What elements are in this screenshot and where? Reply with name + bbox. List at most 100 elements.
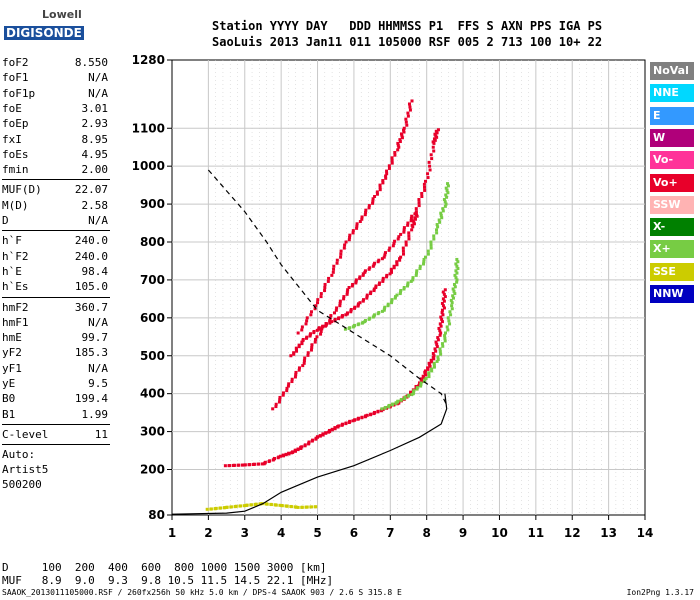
echo-point <box>389 267 393 271</box>
echo-point <box>353 418 357 422</box>
echo-point <box>260 462 264 466</box>
legend-item: SSW <box>650 195 694 214</box>
echo-point <box>426 172 430 176</box>
echo-point <box>414 210 418 214</box>
echo-point <box>294 373 298 377</box>
param-label: foF1 <box>2 71 29 85</box>
legend-item: W <box>650 128 694 147</box>
echo-point <box>228 464 232 468</box>
echo-point <box>399 232 403 236</box>
echo-point <box>337 424 341 428</box>
echo-point <box>402 230 406 234</box>
echo-point <box>411 278 415 282</box>
echo-point <box>383 405 387 409</box>
param-label: h`F <box>2 234 22 248</box>
echo-point <box>453 285 457 289</box>
echo-point <box>438 350 442 354</box>
y-tick-label: 1100 <box>132 121 165 135</box>
footer-info-line: SAAOK_2013011105000.RSF / 260fx256h 50 k… <box>2 588 402 597</box>
echo-point <box>452 289 456 293</box>
echo-point <box>390 298 394 302</box>
echo-point <box>382 308 386 312</box>
echo-point <box>427 371 431 375</box>
echo-point <box>404 243 408 247</box>
param-value: N/A <box>88 214 108 227</box>
param-value: N/A <box>88 361 108 375</box>
echo-point <box>338 301 342 305</box>
param-row: B1 1.99 <box>2 408 108 422</box>
param-row: hmF2 360.7 <box>2 301 108 315</box>
echo-point <box>413 212 417 216</box>
echo-point <box>433 138 437 142</box>
echo-point <box>436 338 440 342</box>
echo-point <box>274 405 278 409</box>
param-label: foF1p <box>2 86 36 100</box>
echo-point <box>451 296 455 300</box>
echo-point <box>357 322 361 326</box>
echo-point <box>396 237 400 241</box>
echo-point <box>345 290 349 294</box>
echo-point <box>297 345 301 349</box>
param-value: N/A <box>88 86 108 100</box>
echo-point <box>432 361 436 365</box>
param-label: foEs <box>2 147 29 161</box>
echo-point <box>440 342 444 346</box>
echo-point <box>390 299 394 303</box>
echo-point <box>409 216 413 220</box>
echo-point <box>398 138 402 142</box>
echo-point <box>446 184 450 188</box>
echo-point <box>371 201 375 205</box>
echo-point <box>303 443 307 447</box>
param-row: yE 9.5 <box>2 377 108 391</box>
echo-point <box>354 279 358 283</box>
echo-point <box>410 223 414 227</box>
param-row: yF2 185.3 <box>2 346 108 360</box>
echo-point <box>434 129 438 133</box>
echo-point <box>296 331 300 335</box>
echo-point <box>355 224 359 228</box>
echo-point <box>360 415 364 419</box>
echo-point <box>297 343 301 347</box>
echo-point <box>414 273 418 277</box>
param-value: 240.0 <box>74 234 108 248</box>
echo-point <box>392 242 396 246</box>
echo-point <box>300 342 304 346</box>
param-row: hmE 99.7 <box>2 331 108 345</box>
param-row: foF1 N/A <box>2 71 108 85</box>
echo-point <box>309 332 313 336</box>
echo-point <box>401 246 405 250</box>
echo-point <box>415 386 419 390</box>
echo-point <box>342 246 346 250</box>
echo-point <box>446 182 450 186</box>
param-value: 99.7 <box>81 331 109 345</box>
echo-point <box>434 349 438 353</box>
echo-point <box>439 324 443 328</box>
echo-point <box>365 293 369 297</box>
param-value: 22.07 <box>74 183 108 197</box>
echo-point <box>438 347 442 351</box>
echo-point <box>281 393 285 397</box>
echo-point <box>350 284 354 288</box>
echo-point <box>393 151 397 155</box>
echo-point <box>397 235 401 239</box>
echo-point <box>259 502 263 506</box>
echo-point <box>441 207 445 211</box>
param-row: D N/A <box>2 214 108 228</box>
echo-point <box>402 228 406 232</box>
echo-point <box>421 374 425 378</box>
echo-point <box>383 251 387 255</box>
echo-point <box>443 334 447 338</box>
echo-point <box>382 255 386 259</box>
echo-point <box>296 505 300 509</box>
echo-point <box>400 136 404 140</box>
param-label: foEp <box>2 117 29 131</box>
echo-point <box>321 432 325 436</box>
legend-item: SSE <box>650 262 694 281</box>
echo-point <box>454 262 458 266</box>
x-tick-label: 8 <box>423 526 431 540</box>
echo-point <box>431 140 435 144</box>
echo-point <box>289 354 293 358</box>
echo-point <box>424 377 428 380</box>
echo-point <box>351 231 355 235</box>
echo-point <box>432 237 436 241</box>
